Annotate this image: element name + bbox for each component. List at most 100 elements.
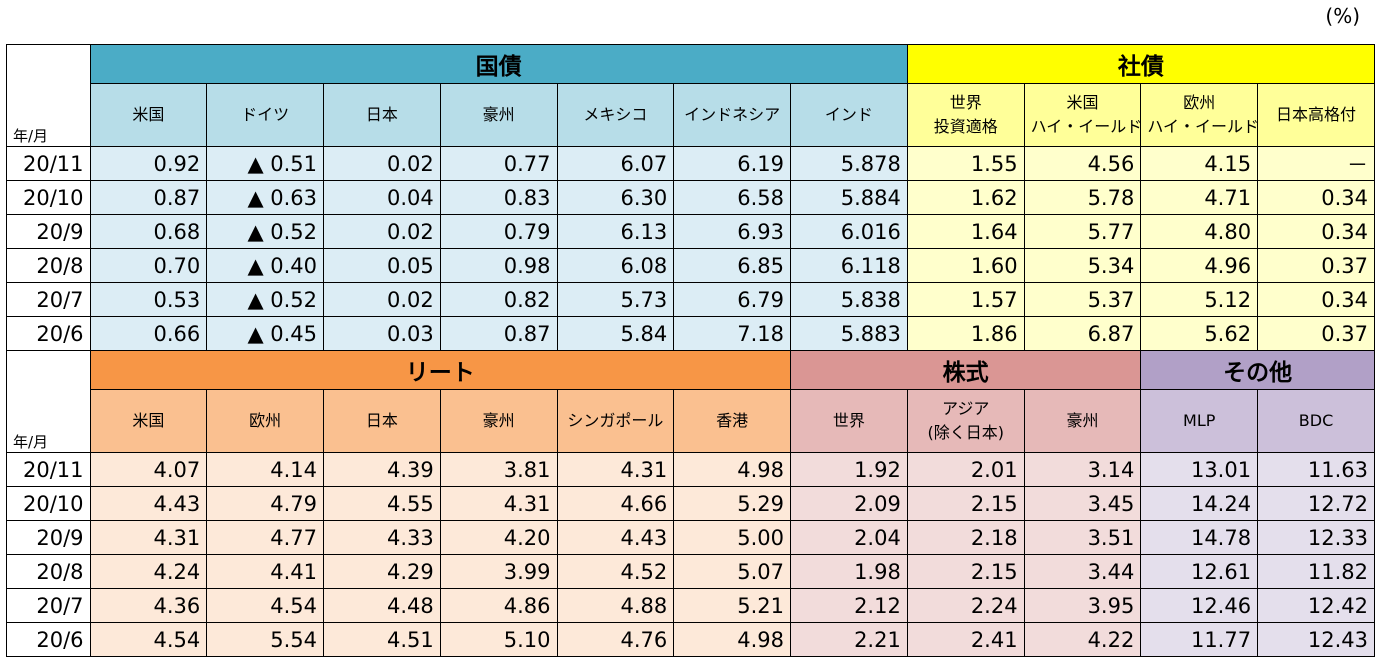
table-cell: 4.20	[439, 520, 558, 555]
table-cell: 0.34	[1257, 214, 1375, 249]
table-cell: 6.19	[673, 146, 792, 181]
table-cell: 0.34	[1257, 180, 1375, 215]
table-cell: 2.24	[906, 588, 1025, 623]
table-cell: 4.96	[1140, 248, 1259, 283]
table-cell: 12.72	[1257, 486, 1375, 521]
table-cell: 0.34	[1257, 282, 1375, 317]
table-cell: 0.87	[439, 316, 558, 351]
table-cell: 4.14	[206, 452, 325, 487]
table-cell: 4.07	[89, 452, 208, 487]
table-row: 20/11 0.92 ▲ 0.51 0.02 0.77 6.07 6.19 5.878 1.55…	[6, 146, 1375, 181]
row-date: 20/6	[6, 622, 91, 657]
table-cell: 6.30	[556, 180, 675, 215]
table-cell: ▲ 0.45	[206, 316, 325, 351]
table-cell: 2.21	[790, 622, 908, 657]
table-cell: 5.84	[556, 316, 675, 351]
bottom-group-eq: 株式	[790, 350, 1142, 390]
table-cell: 0.87	[89, 180, 208, 215]
table-cell: 11.77	[1140, 622, 1259, 657]
table-row: 20/6 4.54 5.54 4.51 5.10 4.76 4.98 2.21 2.41 4.22…	[6, 622, 1375, 657]
column-header-line: 香港	[716, 411, 749, 430]
table-cell: 5.883	[790, 316, 908, 351]
top-column-header: 豪州	[439, 83, 558, 147]
table-cell: 4.22	[1023, 622, 1142, 657]
row-date: 20/7	[6, 282, 91, 317]
top-group-corp: 社債	[906, 44, 1376, 84]
table-cell: 14.24	[1140, 486, 1259, 521]
top-column-header: 米国	[89, 83, 208, 147]
top-column-header: 日本	[323, 83, 441, 147]
table-cell: 12.42	[1257, 588, 1375, 623]
table-cell: 1.55	[906, 146, 1025, 181]
table-row: 20/9 0.68 ▲ 0.52 0.02 0.79 6.13 6.93 6.016 1.64 5…	[6, 214, 1375, 249]
column-header-line: シンガポール	[567, 411, 664, 430]
table-cell: 0.02	[323, 282, 441, 317]
table-cell: 4.86	[439, 588, 558, 623]
bottom-column-header: 豪州	[439, 389, 558, 453]
top-column-header: インド	[790, 83, 908, 147]
table-cell: 0.82	[439, 282, 558, 317]
column-header-line: (除く日本)	[927, 423, 1004, 442]
table-cell: 5.07	[673, 554, 792, 589]
table-row: 20/7 0.53 ▲ 0.52 0.02 0.82 5.73 6.79 5.838 1.57 5…	[6, 282, 1375, 317]
bottom-year-month-label: 年/月	[6, 350, 91, 453]
table-cell: 3.44	[1023, 554, 1142, 589]
table-cell: －	[1257, 146, 1375, 181]
bottom-column-header: シンガポール	[556, 389, 675, 453]
table-cell: 1.60	[906, 248, 1025, 283]
column-header-line: 豪州	[1066, 411, 1099, 430]
table-row: 20/6 0.66 ▲ 0.45 0.03 0.87 5.84 7.18 5.883 1.86 6…	[6, 316, 1375, 351]
table-cell: 4.31	[556, 452, 675, 487]
column-header-line: 世界	[949, 93, 982, 112]
table-cell: 4.43	[556, 520, 675, 555]
table-cell: 3.14	[1023, 452, 1142, 487]
top-column-header: メキシコ	[556, 83, 675, 147]
table-cell: 12.43	[1257, 622, 1375, 657]
bottom-group-oth: その他	[1140, 350, 1375, 390]
column-header-line: 豪州	[482, 411, 515, 430]
table-cell: 12.61	[1140, 554, 1259, 589]
table-cell: 5.838	[790, 282, 908, 317]
table-cell: 3.81	[439, 452, 558, 487]
top-column-header: 世界 投資適格	[906, 83, 1025, 147]
table-cell: 3.45	[1023, 486, 1142, 521]
bottom-group-reit: リート	[89, 350, 792, 390]
table-cell: 1.98	[790, 554, 908, 589]
column-header-line: BDC	[1298, 411, 1334, 430]
column-header-line: 米国	[132, 105, 165, 124]
table-cell: 4.24	[89, 554, 208, 589]
table-cell: 0.37	[1257, 248, 1375, 283]
table-cell: 6.08	[556, 248, 675, 283]
column-header-line: インドネシア	[684, 105, 781, 124]
table-cell: 2.12	[790, 588, 908, 623]
table-cell: 4.31	[89, 520, 208, 555]
top-column-header: インドネシア	[673, 83, 792, 147]
unit-label: (%)	[1325, 4, 1360, 28]
table-cell: 4.77	[206, 520, 325, 555]
column-header-line: ハイ・イールド	[1147, 117, 1258, 136]
table-cell: 5.62	[1140, 316, 1259, 351]
table-cell: 4.54	[89, 622, 208, 657]
row-date: 20/10	[6, 180, 91, 215]
table-row: 20/7 4.36 4.54 4.48 4.86 4.88 5.21 2.12 2.24 3.95…	[6, 588, 1375, 623]
table-cell: 1.92	[790, 452, 908, 487]
table-cell: 4.36	[89, 588, 208, 623]
column-header-line: 欧州	[1183, 93, 1216, 112]
table-cell: 2.41	[906, 622, 1025, 657]
table-cell: 6.118	[790, 248, 908, 283]
row-date: 20/7	[6, 588, 91, 623]
row-date: 20/11	[6, 146, 91, 181]
table-cell: 5.54	[206, 622, 325, 657]
bottom-column-header: 豪州	[1023, 389, 1142, 453]
bottom-column-header: 世界	[790, 389, 908, 453]
row-date: 20/10	[6, 486, 91, 521]
table-cell: 1.64	[906, 214, 1025, 249]
table-cell: 6.13	[556, 214, 675, 249]
bottom-column-header: 香港	[673, 389, 792, 453]
table-cell: 1.62	[906, 180, 1025, 215]
column-header-line: MLP	[1183, 411, 1216, 430]
table-cell: 4.15	[1140, 146, 1259, 181]
top-header-row: 米国 ドイツ 日本 豪州 メキシコ インドネシア インド 世界 投資適格 米国 ハイ・イールド 欧州ハ…	[7, 83, 1375, 147]
row-date: 20/9	[6, 520, 91, 555]
table-cell: 0.03	[323, 316, 441, 351]
